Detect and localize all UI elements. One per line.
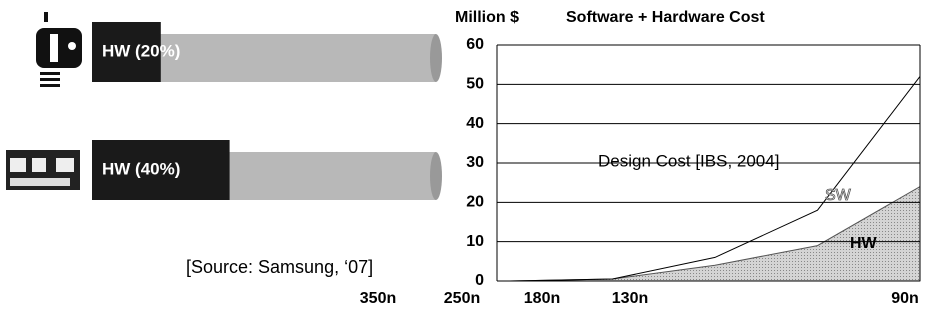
annotation: Design Cost [IBS, 2004] xyxy=(598,151,779,170)
bar-cap xyxy=(430,34,442,82)
x-tick-label: 350n xyxy=(360,290,396,307)
bar-label: HW (40%) xyxy=(102,159,180,178)
series-label: SW xyxy=(825,187,852,204)
series-label: HW xyxy=(850,235,878,252)
y-tick-label: 30 xyxy=(466,154,484,171)
bar-label: HW (20%) xyxy=(102,41,180,60)
bar-cap xyxy=(430,152,442,200)
y-tick-label: 50 xyxy=(466,76,484,93)
phone-icon xyxy=(36,12,82,87)
y-tick-label: 10 xyxy=(466,233,484,250)
y-tick-label: 40 xyxy=(466,115,484,132)
source-note: [Source: Samsung, ‘07] xyxy=(186,257,373,277)
page: [Source: Samsung, ‘07] HW (20%)HW (40%) … xyxy=(0,0,937,313)
y-tick-label: 0 xyxy=(475,272,484,289)
x-tick-label: 180n xyxy=(524,290,560,307)
x-tick-label: 130n xyxy=(612,290,648,307)
y-axis-label: Million $ xyxy=(455,9,519,26)
chart-title: Software + Hardware Cost xyxy=(566,9,765,26)
y-tick-label: 20 xyxy=(466,194,484,211)
x-tick-label: 90n xyxy=(891,290,919,307)
area xyxy=(510,187,920,281)
x-tick-label: 250n xyxy=(444,290,480,307)
drive-icon xyxy=(6,150,80,190)
y-tick-label: 60 xyxy=(466,36,484,53)
